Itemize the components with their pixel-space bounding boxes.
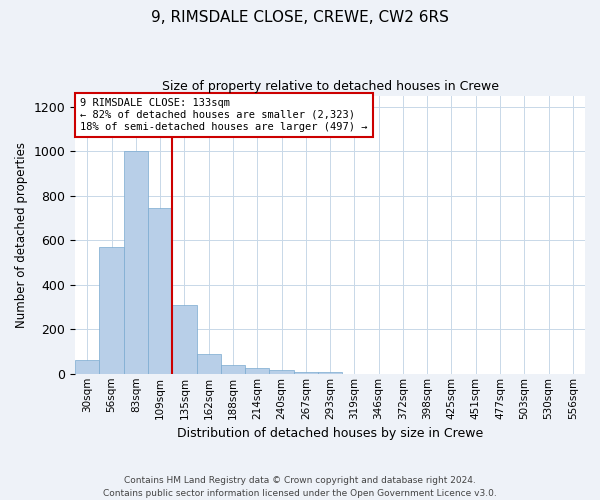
Bar	[100, 247, 124, 374]
Bar	[293, 372, 318, 374]
Bar	[124, 151, 148, 374]
Text: 9, RIMSDALE CLOSE, CREWE, CW2 6RS: 9, RIMSDALE CLOSE, CREWE, CW2 6RS	[151, 10, 449, 25]
Y-axis label: Number of detached properties: Number of detached properties	[15, 142, 28, 328]
Bar	[318, 372, 342, 374]
Bar	[75, 360, 100, 374]
Bar	[221, 365, 245, 374]
Bar	[148, 208, 172, 374]
Text: 9 RIMSDALE CLOSE: 133sqm
← 82% of detached houses are smaller (2,323)
18% of sem: 9 RIMSDALE CLOSE: 133sqm ← 82% of detach…	[80, 98, 368, 132]
X-axis label: Distribution of detached houses by size in Crewe: Distribution of detached houses by size …	[177, 427, 483, 440]
Bar	[269, 370, 293, 374]
Bar	[172, 305, 197, 374]
Bar	[197, 354, 221, 374]
Text: Contains HM Land Registry data © Crown copyright and database right 2024.
Contai: Contains HM Land Registry data © Crown c…	[103, 476, 497, 498]
Title: Size of property relative to detached houses in Crewe: Size of property relative to detached ho…	[161, 80, 499, 93]
Bar	[245, 368, 269, 374]
